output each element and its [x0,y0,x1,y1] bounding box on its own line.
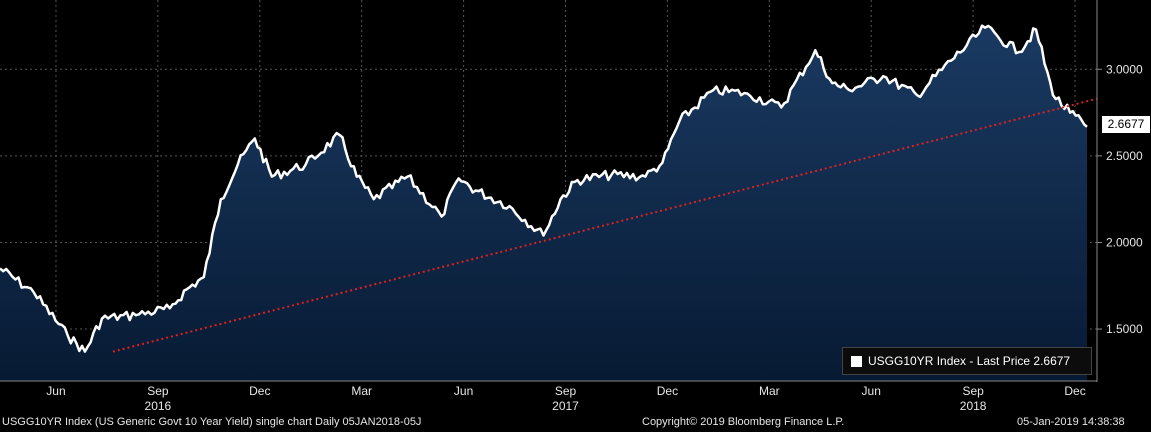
x-tick-label: Sep [962,384,984,398]
footer-copyright: Copyright© 2019 Bloomberg Finance L.P. [642,416,845,428]
footer-bar: USGG10YR Index (US Generic Govt 10 Year … [0,414,1151,432]
x-tick-label: Jun [46,384,65,398]
y-tick-label: 2.5000 [1106,149,1143,163]
footer-security-description: USGG10YR Index (US Generic Govt 10 Year … [2,416,422,428]
y-tick-label: 1.5000 [1106,322,1143,336]
x-tick-label: Sep [555,384,577,398]
x-tick-label: Jun [454,384,473,398]
y-tick-label: 3.0000 [1106,62,1143,76]
yield-area [0,25,1087,381]
x-tick-label: Mar [351,384,372,398]
x-tick-label: Jun [862,384,881,398]
trendline [112,97,1098,353]
x-year-label: 2017 [552,399,579,413]
y-axis-ticks: 1.5000 2.0000 2.5000 3.0000 [1097,62,1143,336]
yield-line [0,24,1088,353]
x-year-label: 2018 [960,399,987,413]
last-price-tag: 2.6677 [1102,116,1150,133]
chart-legend: USGG10YR Index - Last Price 2.6677 [842,347,1092,375]
legend-label: USGG10YR Index - Last Price 2.6677 [868,354,1071,368]
legend-swatch [851,355,862,367]
x-tick-label: Sep [147,384,169,398]
footer-timestamp: 05-Jan-2019 14:38:38 [1017,416,1125,428]
x-tick-label: Dec [249,384,270,398]
x-tick-label: Mar [759,384,780,398]
x-axis-ticks: Jun Sep Dec Mar Jun Sep Dec Mar Jun Sep Dec 2016 201… [46,384,1085,413]
x-year-label: 2016 [145,399,172,413]
x-tick-label: Dec [1064,384,1085,398]
y-tick-label: 2.0000 [1106,235,1143,249]
x-tick-label: Dec [657,384,678,398]
